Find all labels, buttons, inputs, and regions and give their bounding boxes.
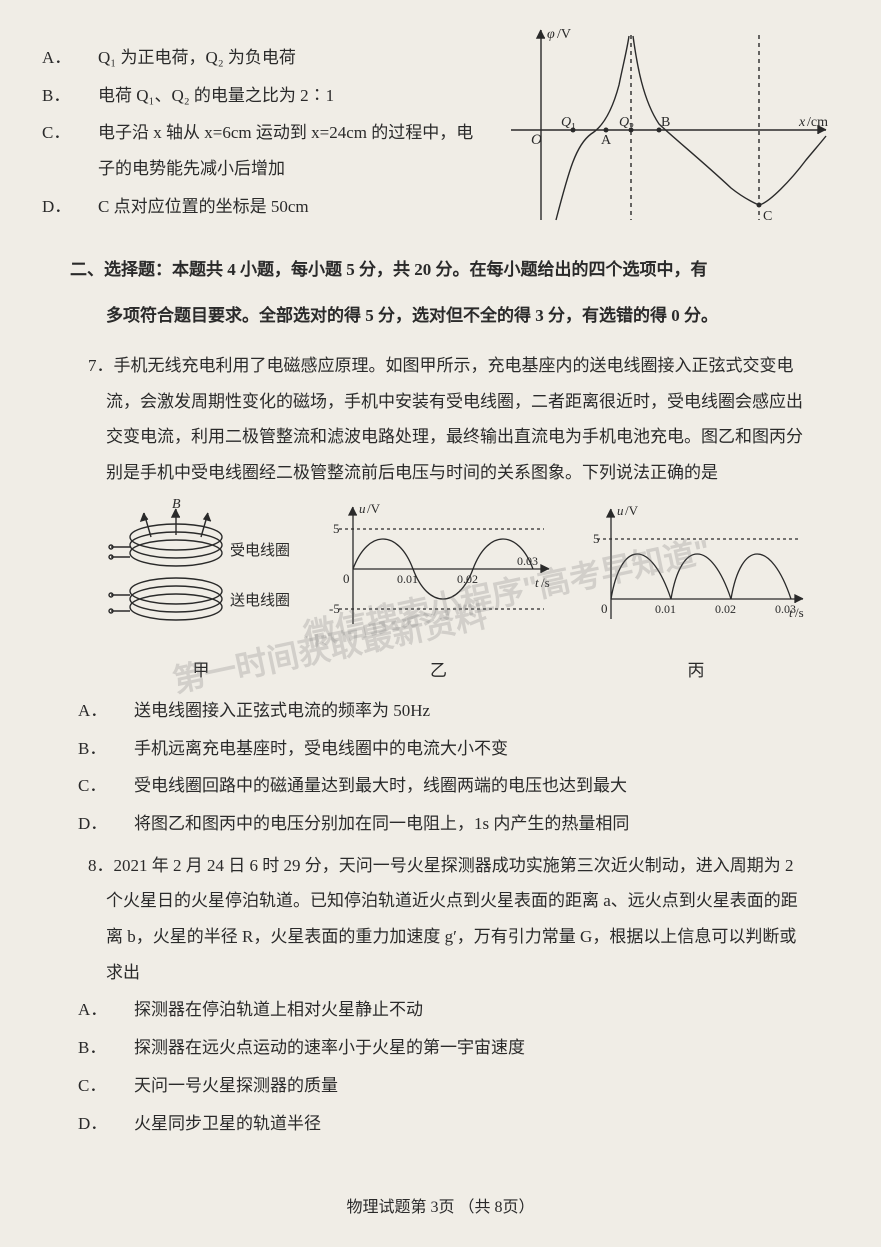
upper-coil-label: 受电线圈 xyxy=(230,542,290,559)
fig-a-label: 甲 xyxy=(106,653,296,689)
q8-a-text: 探测器在停泊轨道上相对火星静止不动 xyxy=(134,1000,423,1019)
section2-heading-line1: 二、选择题：本题共 4 小题，每小题 5 分，共 20 分。在每小题给出的四个选… xyxy=(70,252,811,288)
svg-text:x: x xyxy=(798,115,806,130)
svg-text:/V: /V xyxy=(625,503,639,518)
q8-num: 8． xyxy=(88,856,114,875)
svg-text:u: u xyxy=(617,503,624,518)
q8-option-d: D．火星同步卫星的轨道半径 xyxy=(70,1106,811,1142)
svg-text:0.03: 0.03 xyxy=(775,602,796,616)
q8-d-text: 火星同步卫星的轨道半径 xyxy=(134,1114,321,1133)
q7-option-d: D．将图乙和图丙中的电压分别加在同一电阻上，1s 内产生的热量相同 xyxy=(70,806,811,842)
svg-text:1: 1 xyxy=(571,122,576,133)
q7-option-a: A．送电线圈接入正弦式电流的频率为 50Hz xyxy=(70,693,811,729)
q8-b-text: 探测器在远火点运动的速率小于火星的第一宇宙速度 xyxy=(134,1038,525,1057)
lower-coil-label: 送电线圈 xyxy=(230,592,290,609)
section2-heading-line2: 多项符合题目要求。全部选对的得 5 分，选对但不全的得 3 分，有选错的得 0 … xyxy=(70,298,811,334)
q8-stem: 8．2021 年 2 月 24 日 6 时 29 分，天问一号火星探测器成功实施… xyxy=(70,848,811,991)
q7-num: 7． xyxy=(88,356,114,375)
q6-b-text: 电荷 Q₁、Q₂ 的电量之比为 2∶1 xyxy=(98,86,334,105)
svg-text:-5: -5 xyxy=(329,601,340,616)
svg-text:/V: /V xyxy=(557,27,571,42)
q7-b-text: 手机远离充电基座时，受电线圈中的电流大小不变 xyxy=(134,739,508,758)
svg-text:0.02: 0.02 xyxy=(715,602,736,616)
svg-text:B: B xyxy=(661,115,670,130)
svg-text:φ: φ xyxy=(547,27,555,42)
q6-a-text: Q₁ 为正电荷，Q₂ 为负电荷 xyxy=(98,48,296,67)
q6-figure: O Q1 A Q2 B C x/cm φ/V xyxy=(501,20,841,230)
q7-stem: 7．手机无线充电利用了电磁感应原理。如图甲所示，充电基座内的送电线圈接入正弦式交… xyxy=(70,348,811,491)
svg-text:Q: Q xyxy=(561,115,571,130)
svg-text:Q: Q xyxy=(619,115,629,130)
q7-a-text: 送电线圈接入正弦式电流的频率为 50Hz xyxy=(134,701,430,720)
svg-text:/s: /s xyxy=(795,605,804,620)
svg-text:0.03: 0.03 xyxy=(517,554,538,568)
svg-text:0.02: 0.02 xyxy=(457,572,478,586)
q7-figures: B 受电线圈 送电线圈 甲 5 xyxy=(106,499,811,689)
svg-text:t: t xyxy=(789,605,793,620)
svg-text:0.01: 0.01 xyxy=(655,602,676,616)
svg-text:5: 5 xyxy=(593,531,600,546)
svg-text:/V: /V xyxy=(367,501,381,516)
svg-text:A: A xyxy=(601,133,612,148)
fig-c-label: 丙 xyxy=(581,653,811,689)
q6-d-text: C 点对应位置的坐标是 50cm xyxy=(98,197,309,216)
q6-block: A．Q₁ 为正电荷，Q₂ 为负电荷 B．电荷 Q₁、Q₂ 的电量之比为 2∶1 … xyxy=(70,40,811,224)
q8-block: 8．2021 年 2 月 24 日 6 时 29 分，天问一号火星探测器成功实施… xyxy=(70,848,811,1142)
svg-text:/cm: /cm xyxy=(807,115,828,130)
q8-option-c: C．天问一号火星探测器的质量 xyxy=(70,1068,811,1104)
svg-text:t: t xyxy=(535,575,539,590)
q7-fig-a: B 受电线圈 送电线圈 甲 xyxy=(106,499,296,689)
q8-option-a: A．探测器在停泊轨道上相对火星静止不动 xyxy=(70,992,811,1028)
svg-text:2: 2 xyxy=(629,122,634,133)
svg-text:0: 0 xyxy=(601,601,608,616)
fig-b-label: 乙 xyxy=(319,653,559,689)
q8-option-b: B．探测器在远火点运动的速率小于火星的第一宇宙速度 xyxy=(70,1030,811,1066)
q6-option-b: B．电荷 Q₁、Q₂ 的电量之比为 2∶1 xyxy=(70,78,490,114)
q7-stem-text: 手机无线充电利用了电磁感应原理。如图甲所示，充电基座内的送电线圈接入正弦式交变电… xyxy=(106,356,803,482)
q7-block: 7．手机无线充电利用了电磁感应原理。如图甲所示，充电基座内的送电线圈接入正弦式交… xyxy=(70,348,811,842)
b-label: B xyxy=(172,499,181,512)
q6-c-text: 电子沿 x 轴从 x=6cm 运动到 x=24cm 的过程中，电子的电势能先减小… xyxy=(98,123,473,178)
svg-text:0: 0 xyxy=(343,571,350,586)
q7-option-b: B．手机远离充电基座时，受电线圈中的电流大小不变 xyxy=(70,731,811,767)
q7-d-text: 将图乙和图丙中的电压分别加在同一电阻上，1s 内产生的热量相同 xyxy=(134,814,629,833)
q7-c-text: 受电线圈回路中的磁通量达到最大时，线圈两端的电压也达到最大 xyxy=(134,776,627,795)
svg-text:0.01: 0.01 xyxy=(397,572,418,586)
svg-text:u: u xyxy=(359,501,366,516)
svg-text:/s: /s xyxy=(541,575,550,590)
q8-stem-text: 2021 年 2 月 24 日 6 时 29 分，天问一号火星探测器成功实施第三… xyxy=(106,856,798,982)
q6-options: A．Q₁ 为正电荷，Q₂ 为负电荷 B．电荷 Q₁、Q₂ 的电量之比为 2∶1 … xyxy=(70,40,490,224)
q6-option-c: C．电子沿 x 轴从 x=6cm 运动到 x=24cm 的过程中，电子的电势能先… xyxy=(70,115,490,186)
q6-option-a: A．Q₁ 为正电荷，Q₂ 为负电荷 xyxy=(70,40,490,76)
q7-fig-c: 5 0 0.01 0.02 0.03 u/V t/s 丙 xyxy=(581,499,811,689)
svg-text:5: 5 xyxy=(333,521,340,536)
q6-option-d: D．C 点对应位置的坐标是 50cm xyxy=(70,189,490,225)
svg-text:O: O xyxy=(531,132,542,148)
q7-fig-b: 5 -5 0 0.01 0.02 0.03 u/V t/s 乙 xyxy=(319,499,559,689)
q8-c-text: 天问一号火星探测器的质量 xyxy=(134,1076,338,1095)
page-footer: 物理试题第 3页 （共 8页） xyxy=(0,1191,881,1225)
q7-option-c: C．受电线圈回路中的磁通量达到最大时，线圈两端的电压也达到最大 xyxy=(70,768,811,804)
svg-text:C: C xyxy=(763,209,772,224)
